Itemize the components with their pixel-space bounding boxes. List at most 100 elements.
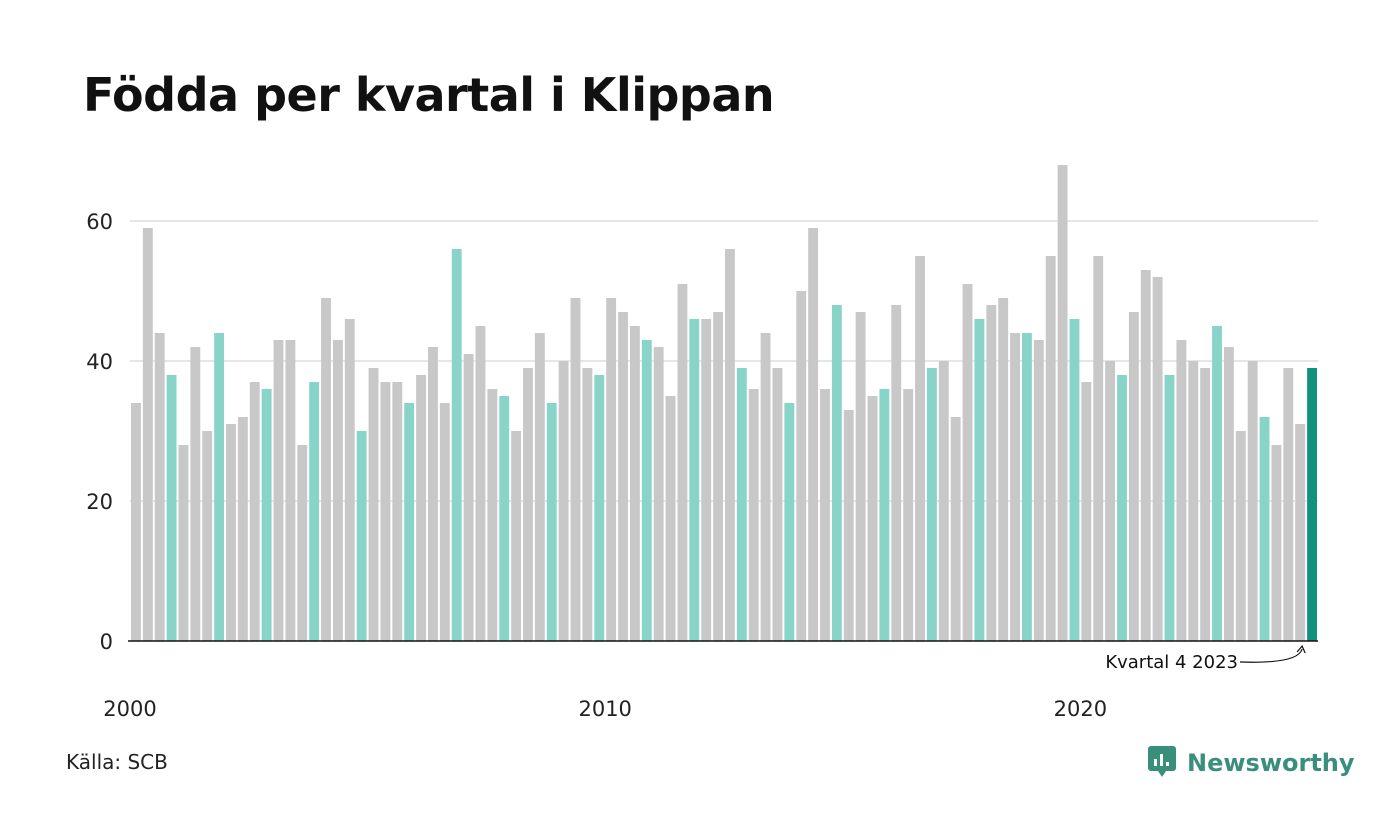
bar-2003-q3 <box>297 445 308 641</box>
grid-lines <box>130 220 1318 502</box>
bar-2007-q2 <box>475 326 486 641</box>
bar-2009-q3 <box>582 368 593 641</box>
bar-2009-q1 <box>558 361 569 641</box>
bar-2002-q1 <box>226 424 236 641</box>
bar-2016-q3 <box>915 256 925 641</box>
bar-2008-q2 <box>523 368 533 641</box>
bar-2002-q3 <box>249 382 260 641</box>
bar-2014-q4 <box>831 305 842 641</box>
bar-2021-q2 <box>1140 270 1151 641</box>
bar-2010-q2 <box>618 312 628 641</box>
bar-2016-q1 <box>891 305 902 641</box>
bar-2013-q3 <box>772 368 783 641</box>
bar-2015-q4 <box>879 389 890 641</box>
bar-chart: 0 20 40 60 2000 2010 2020 Kvartal 4 2023 <box>86 165 1318 721</box>
bar-2006-q1 <box>416 375 426 641</box>
bar-2022-q2 <box>1188 361 1199 641</box>
bar-2023-q4 <box>1259 417 1270 641</box>
bar-2012-q1 <box>701 319 712 641</box>
bar-2009-q2 <box>570 298 581 641</box>
bar-2004-q1 <box>321 298 331 641</box>
newsworthy-logo-icon <box>1147 744 1177 782</box>
bar-2012-q4 <box>736 368 747 641</box>
bar-2003-q2 <box>285 340 296 641</box>
bar-2001-q3 <box>202 431 213 641</box>
bar-2013-q4 <box>784 403 795 641</box>
bar-2011-q3 <box>677 284 688 641</box>
bar-2023-q3 <box>1247 361 1258 641</box>
bar-2005-q4 <box>404 403 415 641</box>
bar-2007-q1 <box>463 354 474 641</box>
bar-2024-q2 <box>1283 368 1294 641</box>
bar-2021-q4 <box>1164 375 1175 641</box>
bar-2024-q1 <box>1271 445 1282 641</box>
bar-2012-q2 <box>713 312 723 641</box>
bar-2007-q4 <box>499 396 510 641</box>
y-tick-label: 20 <box>86 490 113 514</box>
bar-2022-q4 <box>1212 326 1222 641</box>
bar-2022-q1 <box>1176 340 1187 641</box>
y-tick-label: 0 <box>100 630 113 654</box>
bar-2004-q3 <box>344 319 355 641</box>
bar-2013-q1 <box>748 389 759 641</box>
x-tick-label: 2010 <box>578 697 631 721</box>
annotation-label: Kvartal 4 2023 <box>1105 652 1238 673</box>
bar-2015-q1 <box>843 410 854 641</box>
bar-2022-q3 <box>1200 368 1211 641</box>
x-tick-label: 2020 <box>1054 697 1107 721</box>
y-tick-label: 60 <box>86 210 113 234</box>
chart-title: Födda per kvartal i Klippan <box>83 68 775 122</box>
bar-2023-q1 <box>1223 347 1234 641</box>
bar-2001-q2 <box>190 347 201 641</box>
bar-2017-q3 <box>962 284 973 641</box>
y-tick-label: 40 <box>86 350 113 374</box>
bar-2017-q4 <box>974 319 985 641</box>
bar-2014-q2 <box>808 228 819 641</box>
bar-2020-q1 <box>1081 382 1092 641</box>
bar-2019-q2 <box>1045 256 1056 641</box>
annotation-arrowhead <box>1296 644 1306 654</box>
bar-2000-q3 <box>154 333 165 641</box>
brand-name: Newsworthy <box>1187 749 1355 777</box>
bar-2021-q1 <box>1128 312 1139 641</box>
bar-2015-q2 <box>855 312 866 641</box>
bar-2008-q3 <box>534 333 545 641</box>
bar-2014-q1 <box>796 291 807 641</box>
bar-2015-q3 <box>867 396 878 641</box>
bar-2004-q4 <box>356 431 367 641</box>
bar-2000-q2 <box>142 228 153 641</box>
bar-2018-q4 <box>1022 333 1032 641</box>
bar-2019-q3 <box>1057 165 1068 641</box>
bar-2016-q4 <box>926 368 937 641</box>
bar-2002-q4 <box>261 389 272 641</box>
bar-2020-q2 <box>1093 256 1104 641</box>
x-axis-tick-labels: 2000 2010 2020 <box>103 697 1107 721</box>
bar-2017-q2 <box>950 417 961 641</box>
bar-2009-q4 <box>594 375 605 641</box>
bar-2023-q2 <box>1235 431 1246 641</box>
bar-2013-q2 <box>760 333 771 641</box>
brand-logo[interactable]: Newsworthy <box>1147 744 1355 782</box>
bar-2005-q1 <box>368 368 379 641</box>
bar-2020-q3 <box>1105 361 1116 641</box>
bar-2006-q2 <box>428 347 438 641</box>
bar-2005-q2 <box>380 382 391 641</box>
bar-2021-q3 <box>1152 277 1163 641</box>
bar-2024-q3 <box>1295 424 1306 641</box>
bar-2008-q1 <box>511 431 522 641</box>
bar-2001-q4 <box>214 333 225 641</box>
bar-2014-q3 <box>820 389 830 641</box>
bar-2010-q4 <box>641 340 652 641</box>
bar-2018-q2 <box>998 298 1009 641</box>
bar-2019-q1 <box>1033 340 1044 641</box>
bar-2016-q2 <box>903 389 914 641</box>
bar-2006-q4 <box>451 249 462 641</box>
bar-2012-q3 <box>725 249 735 641</box>
source-note: Källa: SCB <box>66 750 168 774</box>
bar-2000-q1 <box>131 403 141 641</box>
bar-2002-q2 <box>237 417 248 641</box>
annotation-arrow <box>1239 648 1303 663</box>
bar-2003-q4 <box>309 382 320 641</box>
y-axis-tick-labels: 0 20 40 60 <box>86 210 113 654</box>
bar-2019-q4 <box>1069 319 1080 641</box>
